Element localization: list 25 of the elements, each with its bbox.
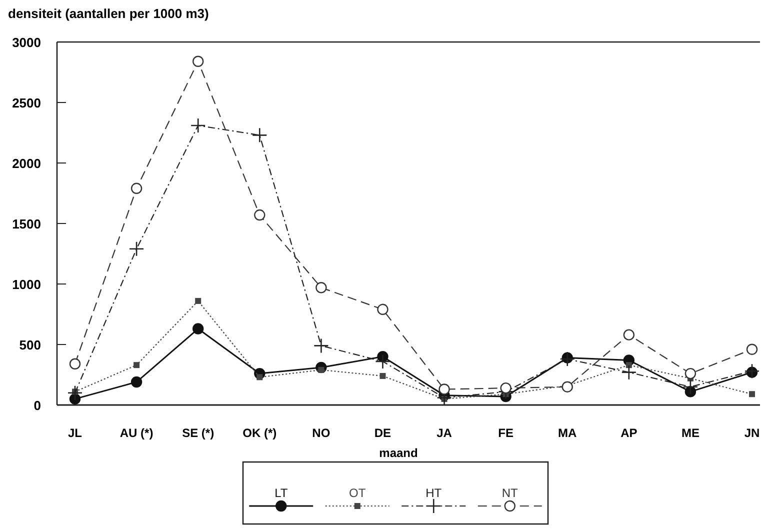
x-tick-label: JL <box>68 426 82 440</box>
x-tick-label: AU (*) <box>120 426 154 440</box>
x-tick-label: NO <box>312 426 330 440</box>
legend-entry: LT <box>249 486 314 512</box>
x-tick-label: MA <box>558 426 578 440</box>
y-tick-label: 3000 <box>12 35 41 50</box>
x-tick-label: AP <box>620 426 638 440</box>
x-tick-label: DE <box>374 426 392 440</box>
legend-entry: HT <box>402 486 466 514</box>
y-tick-label: 1500 <box>12 216 41 232</box>
x-tick-label: JA <box>436 426 452 440</box>
legend-entry: NT <box>478 486 542 512</box>
y-tick-label: 0 <box>34 398 41 413</box>
legend-entry: OT <box>325 486 390 509</box>
x-tick-label: SE (*) <box>182 426 214 440</box>
y-tick-label: 1000 <box>12 277 41 292</box>
y-tick-label: 2500 <box>12 96 41 110</box>
x-tick-label: FE <box>498 426 514 440</box>
chart-title: densiteit (aantallen per 1000 m3) <box>8 6 209 21</box>
x-axis-title: maand <box>379 446 418 460</box>
x-tick-label: OK (*) <box>242 426 277 440</box>
x-tick-label: ME <box>681 426 700 440</box>
x-tick-label: JN <box>744 426 760 440</box>
y-tick-label: 2000 <box>12 156 41 171</box>
y-tick-label: 500 <box>19 338 41 352</box>
